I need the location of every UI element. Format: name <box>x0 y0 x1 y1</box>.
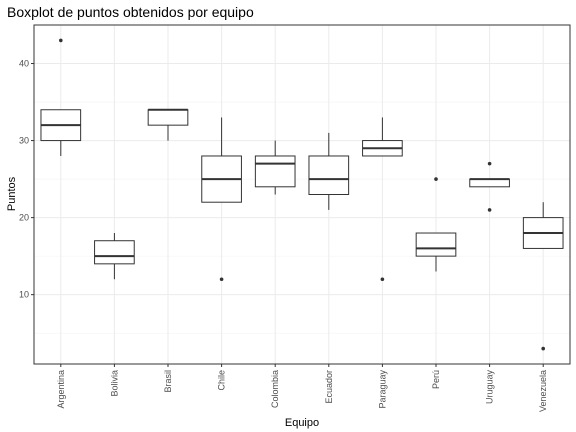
iqr-box <box>94 240 135 265</box>
outlier-point <box>487 208 492 212</box>
box-9 <box>469 161 510 212</box>
x-tick-label: Brasil <box>163 370 173 393</box>
x-tick-label: Argentina <box>56 370 66 409</box>
y-axis: 10 20 30 40 <box>19 59 34 300</box>
boxes-layer <box>40 38 564 351</box>
box-1 <box>40 38 82 156</box>
chart-title: Boxplot de puntos obtenidos por equipo <box>7 4 254 20</box>
y-tick-label: 20 <box>19 213 29 223</box>
outlier-point <box>219 277 224 282</box>
iqr-box <box>147 109 189 126</box>
box-4 <box>201 117 242 282</box>
box-10 <box>522 202 564 351</box>
panel-border <box>33 24 571 365</box>
x-tick-label: Colombia <box>270 370 280 408</box>
y-tick-label: 10 <box>19 290 29 300</box>
outlier-point <box>380 277 385 282</box>
box-6 <box>308 132 350 210</box>
box-5 <box>254 140 296 195</box>
y-axis-title: Puntos <box>6 176 18 211</box>
box-8 <box>415 177 457 272</box>
grid-lines <box>34 25 570 364</box>
iqr-box <box>308 155 350 196</box>
outlier-point <box>59 38 63 43</box>
outlier-point <box>541 346 545 351</box>
x-tick-label: Chile <box>217 370 227 391</box>
x-tick-label: Bolivia <box>109 370 119 397</box>
y-tick-label: 40 <box>19 59 29 69</box>
x-axis-title: Equipo <box>285 417 319 429</box>
outlier-point <box>487 161 492 166</box>
x-axis: Argentina Bolivia Brasil Chile Colombia Ecuad… <box>56 364 548 412</box>
box-2 <box>94 233 135 280</box>
box-7 <box>362 117 403 282</box>
outlier-point <box>434 177 438 181</box>
x-tick-label: Perú <box>431 370 441 389</box>
box-3 <box>147 108 189 141</box>
iqr-box <box>254 155 296 188</box>
x-tick-label: Paraguay <box>377 370 387 409</box>
x-tick-label: Ecuador <box>324 370 334 404</box>
x-tick-label: Uruguay <box>485 370 495 405</box>
y-tick-label: 30 <box>19 136 29 146</box>
x-tick-label: Venezuela <box>538 370 548 412</box>
iqr-box <box>415 232 457 257</box>
iqr-box <box>469 178 510 188</box>
